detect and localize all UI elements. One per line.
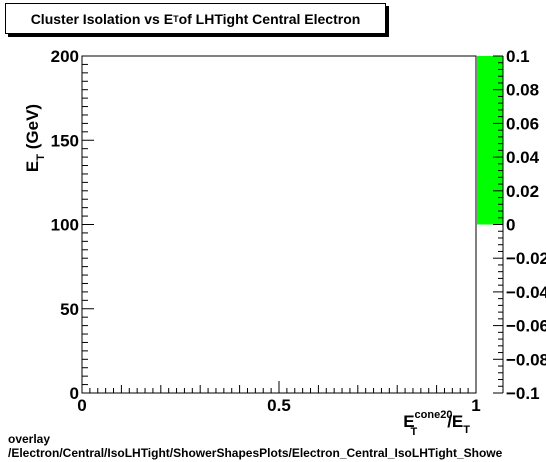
x-tick-label: 0.5 [267,396,291,415]
title-rest: of LHTight Central Electron [178,10,361,27]
x-label-slash: /E [447,412,463,431]
y-tick-label: 50 [60,300,79,319]
colorbar-tick-label: 0.04 [506,148,540,167]
colorbar-ticks: 0.1 0.08 0.06 0.04 0.02 0 −0.02 −0.04 −0.06 −0.08… [493,47,546,403]
y-tick-label: 100 [51,216,79,235]
footer-path: /Electron/Central/IsoLHTight/ShowerShape… [8,446,503,460]
plot-frame [81,55,477,394]
y-label-sub: T [35,154,47,161]
title-subscript: T [173,13,179,24]
y-axis-label: ET (GeV) [23,104,47,172]
colorbar-tick-label: 0.08 [506,81,539,100]
y-tick-label: 150 [51,131,79,150]
y-tick-label: 200 [51,47,79,66]
y-tick-label: 0 [70,384,79,403]
x-axis-label: Econe20 T/ET [403,409,470,438]
x-label-sub: T [410,426,417,438]
y-axis-ticks: 0 50 100 150 200 [51,47,94,403]
colorbar-tick-label: 0 [506,216,515,235]
y-label-unit: (GeV) [23,104,42,154]
x-label-base: E [403,412,414,431]
colorbar-fill [477,56,503,225]
colorbar-tick-label: −0.06 [506,317,546,336]
colorbar-tick-label: 0.1 [506,47,530,66]
x-label-sub2: T [463,424,470,436]
title-main: Cluster Isolation vs E [30,10,174,27]
x-tick-label: 0 [77,396,86,415]
colorbar-tick-label: −0.1 [506,384,540,403]
y-label-base: E [23,161,42,172]
x-axis-ticks: 0 0.5 1 [77,381,481,415]
colorbar-tick-label: 0.06 [506,114,539,133]
x-label-sup: cone20 [415,409,453,421]
colorbar-tick-label: −0.08 [506,350,546,369]
footer-overlay: overlay [8,432,51,446]
x-tick-label: 1 [471,396,480,415]
colorbar-tick-label: −0.02 [506,249,546,268]
colorbar-tick-label: −0.04 [506,283,546,302]
colorbar-tick-label: 0.02 [506,182,539,201]
